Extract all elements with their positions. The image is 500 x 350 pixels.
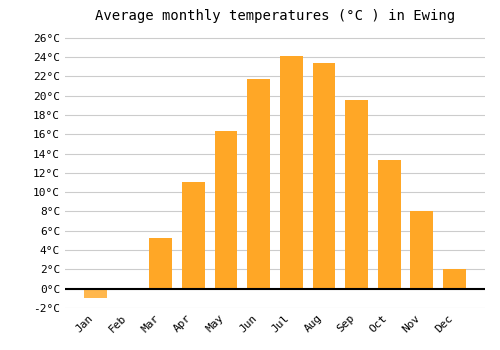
Bar xyxy=(150,238,172,289)
Bar xyxy=(378,160,400,289)
Bar xyxy=(214,131,238,289)
Bar xyxy=(280,56,302,289)
Bar xyxy=(182,182,205,289)
Title: Average monthly temperatures (°C ) in Ewing: Average monthly temperatures (°C ) in Ew… xyxy=(95,9,455,23)
Bar xyxy=(312,63,336,289)
Bar xyxy=(345,100,368,289)
Bar xyxy=(84,289,107,298)
Bar xyxy=(248,79,270,289)
Bar xyxy=(443,270,466,289)
Bar xyxy=(410,211,434,289)
